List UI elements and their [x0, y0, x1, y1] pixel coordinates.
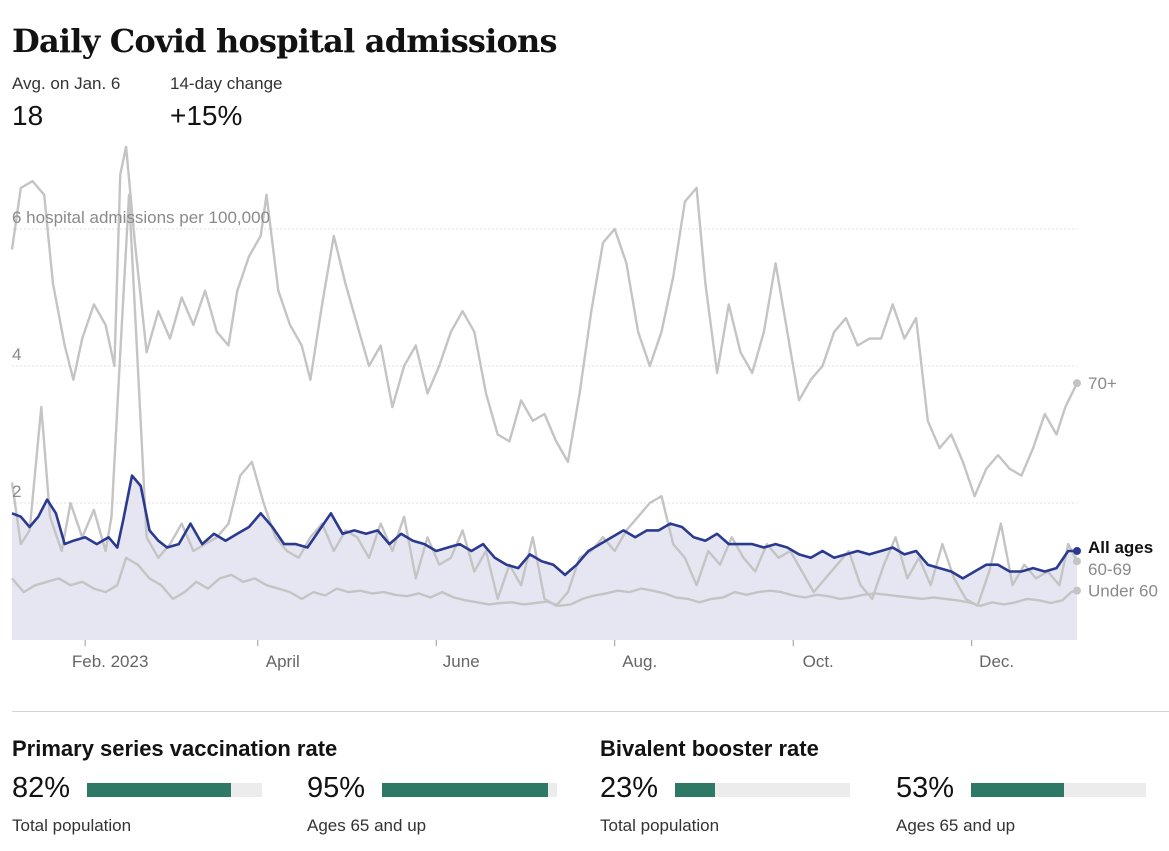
vax-label: Ages 65 and up: [307, 816, 427, 835]
vax-percent: 23%: [600, 772, 659, 804]
stat-average: Avg. on Jan. 6 18: [12, 74, 120, 132]
x-tick-label: April: [266, 652, 300, 671]
series-end-label: All ages: [1088, 538, 1153, 557]
x-tick-label: Dec.: [979, 652, 1014, 671]
x-tick-label: Oct.: [803, 652, 834, 671]
primary-series-title: Primary series vaccination rate: [12, 736, 338, 761]
stat-change-value: +15%: [170, 100, 243, 131]
y-tick-label: 2: [12, 482, 21, 501]
vax-label: Ages 65 and up: [896, 816, 1016, 835]
vax-label: Total population: [600, 816, 720, 835]
vax-progress-bar: [382, 783, 557, 797]
vax-progress-bar: [971, 783, 1146, 797]
series-end-label: 60-69: [1088, 560, 1131, 579]
y-tick-label: 4: [12, 345, 21, 364]
vax-progress-bar: [87, 783, 262, 797]
vax-percent: 95%: [307, 772, 366, 804]
series-end-dot: [1073, 546, 1081, 555]
y-tick-label: 6 hospital admissions per 100,000: [12, 208, 270, 227]
series-end-dot: [1073, 557, 1081, 566]
vax-progress-bar: [675, 783, 850, 797]
series-end-label: Under 60: [1088, 582, 1158, 601]
series-end-dot: [1073, 586, 1081, 595]
page-title: Daily Covid hospital admissions: [12, 22, 558, 60]
series-end-label: 70+: [1088, 374, 1117, 393]
vax-progress-fill: [971, 783, 1064, 797]
vax-percent: 82%: [12, 772, 71, 804]
vax-progress-fill: [675, 783, 716, 797]
stat-change: 14-day change +15%: [170, 74, 282, 132]
series-line: [10, 145, 1079, 498]
vax-progress-fill: [87, 783, 231, 797]
stat-average-value: 18: [12, 100, 44, 131]
series-end-dot: [1073, 379, 1081, 388]
admissions-chart: 2 4 6 hospital admissions per 100,000 Feb. …: [10, 145, 1158, 671]
stat-change-label: 14-day change: [170, 74, 283, 93]
x-tick-label: Aug.: [622, 652, 657, 671]
x-tick-label: June: [443, 652, 480, 671]
series-line: [10, 193, 1079, 607]
bivalent-booster-title: Bivalent booster rate: [600, 736, 819, 761]
vax-progress-fill: [382, 783, 549, 797]
all-ages-area: [12, 475, 1077, 640]
x-tick-label: Feb. 2023: [72, 652, 149, 671]
stat-average-label: Avg. on Jan. 6: [12, 74, 121, 93]
vax-label: Total population: [12, 816, 132, 835]
section-divider: [12, 711, 1169, 712]
series-line-all-ages: [11, 474, 1077, 580]
series-line: [11, 556, 1078, 607]
vax-percent: 53%: [896, 772, 955, 804]
